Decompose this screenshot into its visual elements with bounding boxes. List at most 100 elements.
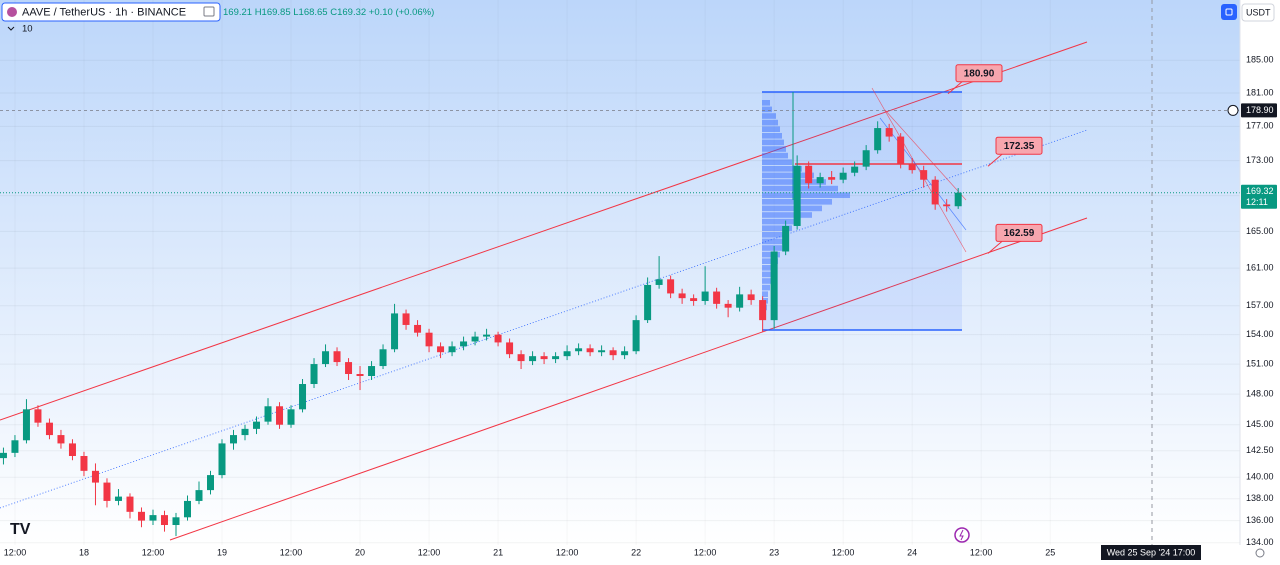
x-tick-label: 12:00 — [4, 547, 27, 557]
settings-icon — [1225, 8, 1233, 16]
candle-body — [655, 279, 663, 285]
candle-body — [345, 362, 353, 375]
candle-body — [299, 384, 307, 410]
annotation-label: 162.59 — [1004, 228, 1035, 239]
candle-body — [770, 251, 778, 321]
candle-body — [839, 172, 847, 180]
candle-body — [57, 435, 65, 444]
candle-body — [91, 470, 99, 483]
x-tick-label: 24 — [907, 547, 917, 557]
candle-body — [402, 313, 410, 325]
candle-body — [80, 456, 88, 471]
annotation-label: 180.90 — [964, 68, 995, 79]
candle-body — [563, 351, 571, 357]
candle-body — [632, 320, 640, 352]
profile-row — [762, 152, 788, 159]
candle-body — [310, 364, 318, 385]
candle-body — [322, 351, 330, 365]
x-tick-label: 12:00 — [280, 547, 303, 557]
candle-body — [667, 279, 675, 294]
profile-row — [762, 218, 800, 225]
alert-label: 178.90 — [1246, 105, 1274, 115]
trend-line — [871, 87, 967, 253]
y-tick-label: 145.00 — [1246, 419, 1274, 429]
candle-body — [368, 366, 376, 377]
indicator: 10 — [22, 24, 33, 35]
profile-row — [762, 284, 770, 291]
candle-body — [114, 496, 122, 501]
y-tick-label: 181.00 — [1246, 87, 1274, 97]
axis-settings[interactable] — [1255, 548, 1265, 558]
add-alert — [1227, 104, 1239, 116]
channel-upper — [0, 41, 1088, 421]
profile-row — [762, 100, 770, 106]
candle-body — [45, 422, 53, 436]
annotation-box — [995, 223, 1043, 242]
candle-body — [103, 482, 111, 501]
candle-body — [598, 350, 606, 353]
candle-body — [172, 517, 180, 526]
annotation-pointer — [987, 153, 1003, 167]
candle-body — [701, 291, 709, 302]
candle-body — [218, 443, 226, 476]
time-axis — [0, 545, 1240, 560]
x-tick-label: 19 — [217, 547, 227, 557]
settings-button[interactable] — [1221, 4, 1237, 20]
profile-row — [762, 265, 776, 271]
countdown: 12:11 — [1246, 197, 1268, 207]
candle-body — [149, 515, 157, 521]
y-tick-label: 134.00 — [1246, 537, 1274, 547]
candle-body — [160, 515, 168, 526]
profile-row — [762, 133, 782, 139]
candle-body — [920, 170, 928, 180]
candle-body — [414, 324, 422, 333]
candle-body — [897, 136, 905, 165]
collapse-icon[interactable] — [7, 26, 15, 31]
symbol: AAVE / TetherUS · 1h · BINANCE — [22, 6, 186, 18]
symbol-box[interactable] — [1, 2, 221, 22]
candle-body — [356, 374, 364, 377]
candle-body — [805, 165, 813, 184]
y-tick-label: 157.00 — [1246, 300, 1274, 310]
candle-body — [253, 421, 261, 429]
candle-body — [11, 440, 19, 453]
profile-row — [762, 113, 776, 119]
currency-button[interactable] — [1241, 3, 1275, 22]
candle-body — [690, 298, 698, 302]
candle-body — [68, 443, 76, 457]
price-axis — [1240, 0, 1280, 560]
y-tick-label: 165.00 — [1246, 226, 1274, 236]
x-tick-label: 20 — [355, 547, 365, 557]
ohlc: 169.21 H169.85 L168.65 C169.32 +0.10 (+0… — [223, 7, 434, 18]
candle-body — [724, 303, 732, 308]
candle-body — [276, 406, 284, 425]
candle-body — [644, 284, 652, 321]
candle-body — [736, 294, 744, 308]
y-tick-label: 173.00 — [1246, 155, 1274, 165]
y-tick-label: 142.50 — [1246, 445, 1274, 455]
profile-row — [762, 139, 784, 146]
candle-body — [506, 342, 514, 355]
events-icon[interactable] — [954, 527, 970, 543]
annotation-box — [995, 136, 1043, 155]
candle-body — [816, 177, 824, 184]
y-tick-label: 185.00 — [1246, 55, 1274, 65]
candle-body — [908, 164, 916, 171]
profile-row — [762, 172, 814, 179]
x-tick-label: 21 — [493, 547, 503, 557]
y-tick-label: 177.00 — [1246, 121, 1274, 131]
candle-body — [34, 409, 42, 423]
candle-body — [540, 356, 548, 360]
x-tick-label: 23 — [769, 547, 779, 557]
last-price-label: 169.32 — [1246, 186, 1274, 196]
profile-row — [762, 245, 782, 251]
candle-body — [874, 128, 882, 151]
y-tick-label: 136.00 — [1246, 515, 1274, 525]
candle-body — [759, 300, 767, 321]
compare-icon[interactable] — [203, 6, 215, 17]
candle-body — [264, 406, 272, 422]
candle-body — [931, 179, 939, 205]
annotation-pointer — [947, 81, 963, 95]
y-tick-label: 138.00 — [1246, 493, 1274, 503]
